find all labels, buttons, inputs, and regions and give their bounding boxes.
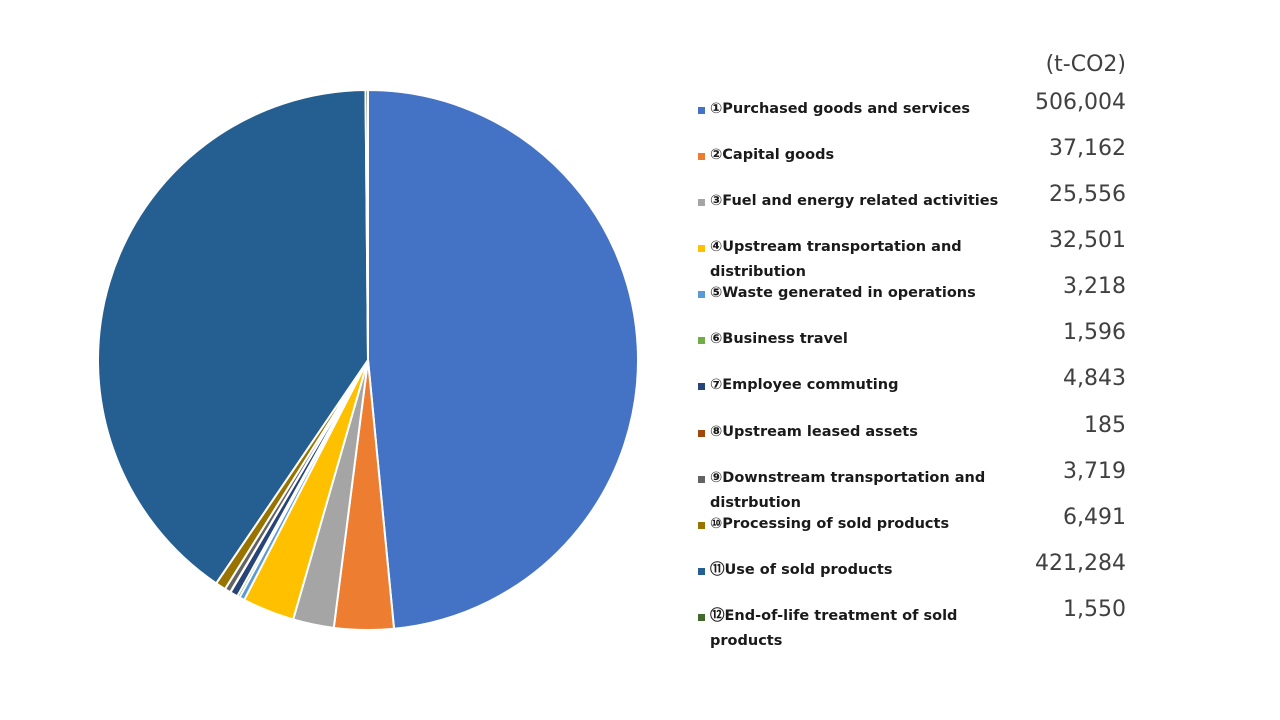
legend-label: ④Upstream transportation and distributio…	[710, 239, 962, 280]
legend-label: ①Purchased goods and services	[710, 101, 970, 117]
legend-value: 3,719	[1063, 459, 1126, 484]
legend-swatch	[698, 383, 705, 390]
legend-label: ⑪Use of sold products	[710, 562, 893, 578]
legend-value: 1,596	[1063, 320, 1126, 345]
legend-swatch	[698, 199, 705, 206]
legend-swatch	[698, 245, 705, 252]
legend-label: ⑨Downstream transportation and distrbuti…	[710, 470, 986, 511]
legend-label: ⑧Upstream leased assets	[710, 424, 918, 440]
legend-swatch	[698, 153, 705, 160]
unit-label: (t-CO2)	[1045, 52, 1126, 77]
legend-label: ③Fuel and energy related activities	[710, 193, 999, 209]
legend-swatch	[698, 107, 705, 114]
legend-value: 37,162	[1049, 136, 1126, 161]
legend-value: 3,218	[1063, 274, 1126, 299]
legend-swatch	[698, 568, 705, 575]
legend-swatch	[698, 430, 705, 437]
legend-label: ⑫End-of-life treatment of sold products	[710, 608, 958, 649]
pie-slice	[367, 89, 639, 630]
legend-swatch	[698, 476, 705, 483]
legend-label: ⑥Business travel	[710, 331, 848, 347]
legend-swatch	[698, 337, 705, 344]
legend-label: ⑤Waste generated in operations	[710, 285, 976, 301]
legend-value: 25,556	[1049, 182, 1126, 207]
pie-slice	[364, 88, 369, 361]
legend-value: 185	[1084, 413, 1126, 438]
legend-value: 4,843	[1063, 366, 1126, 391]
pie-slice	[97, 89, 369, 585]
legend-value: 421,284	[1035, 551, 1126, 576]
legend-value: 6,491	[1063, 505, 1126, 530]
legend-swatch	[698, 522, 705, 529]
legend-label: ②Capital goods	[710, 147, 835, 163]
legend-value: 506,004	[1035, 90, 1126, 115]
legend-label: ⑦Employee commuting	[710, 377, 899, 393]
legend-swatch	[698, 291, 705, 298]
legend-value: 32,501	[1049, 228, 1126, 253]
legend-value: 1,550	[1063, 597, 1126, 622]
legend-swatch	[698, 614, 705, 621]
legend-label: ⑩Processing of sold products	[710, 516, 950, 532]
